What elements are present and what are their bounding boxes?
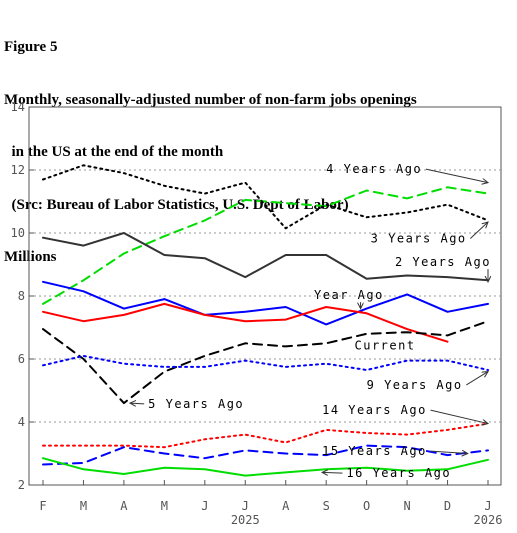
- x-tick-label: A: [120, 499, 128, 513]
- x-tick-label: A: [282, 499, 290, 513]
- x-tick-label: J: [201, 499, 208, 513]
- label-pointer-16-years-ago: [322, 472, 343, 473]
- x-tick-label: F: [39, 499, 46, 513]
- series-line-3-years-ago: [42, 164, 489, 230]
- label-pointer-9-years-ago: [466, 372, 488, 386]
- x-tick-label: J: [242, 499, 249, 513]
- series-line-4-years-ago: [42, 186, 489, 305]
- x-tick-label: O: [363, 499, 370, 513]
- y-tick-label: 6: [18, 352, 25, 366]
- x-tick-label: N: [403, 499, 410, 513]
- y-tick-label: 12: [11, 163, 25, 177]
- series-line-14-years-ago: [42, 422, 489, 449]
- series-label-2-years-ago: 2 Years Ago: [395, 255, 491, 269]
- x-tick-label: M: [161, 499, 168, 513]
- y-tick-label: 14: [11, 100, 25, 114]
- chart-title-line-1: Monthly, seasonally-adjusted number of n…: [4, 91, 417, 108]
- series-label-15-years-ago: 15 Years Ago: [322, 444, 427, 458]
- y-tick-label: 8: [18, 289, 25, 303]
- label-pointer-5-years-ago: [130, 403, 145, 404]
- x-year-label: 2025: [231, 513, 260, 527]
- x-tick-label: J: [484, 499, 491, 513]
- chart-title-line-2: in the US at the end of the month: [4, 144, 224, 160]
- figure-number: Figure 5: [4, 39, 58, 55]
- y-tick-label: 2: [18, 478, 25, 492]
- label-pointer-14-years-ago: [430, 409, 488, 423]
- y-tick-label: 10: [11, 226, 25, 240]
- series-line-15-years-ago: [42, 444, 489, 466]
- series-label-9-years-ago: 9 Years Ago: [367, 378, 463, 392]
- x-tick-label: S: [323, 499, 330, 513]
- x-year-label: 2026: [474, 513, 503, 527]
- label-pointer-3-years-ago: [470, 222, 488, 239]
- series-line-2-years-ago: [42, 232, 489, 282]
- series-label-14-years-ago: 14 Years Ago: [322, 403, 427, 417]
- series-label-16-years-ago: 16 Years Ago: [346, 466, 451, 480]
- series-label-5-years-ago: 5 Years Ago: [148, 397, 244, 411]
- y-tick-label: 4: [18, 415, 25, 429]
- series-line-current: [42, 302, 449, 343]
- series-line-16-years-ago: [42, 457, 489, 477]
- label-pointer-15-years-ago: [430, 451, 468, 453]
- series-label-3-years-ago: 3 Years Ago: [371, 231, 467, 245]
- y-axis-units: Millions: [4, 249, 57, 265]
- x-tick-label: D: [444, 499, 451, 513]
- series-line-9-years-ago: [42, 354, 489, 371]
- series-label-year-ago: Year Ago: [314, 288, 384, 302]
- series-label-4-years-ago: 4 Years Ago: [326, 162, 422, 176]
- series-label-current: Current: [355, 339, 416, 353]
- label-pointer-4-years-ago: [425, 168, 488, 182]
- x-tick-label: M: [80, 499, 87, 513]
- series-line-year-ago: [42, 280, 489, 326]
